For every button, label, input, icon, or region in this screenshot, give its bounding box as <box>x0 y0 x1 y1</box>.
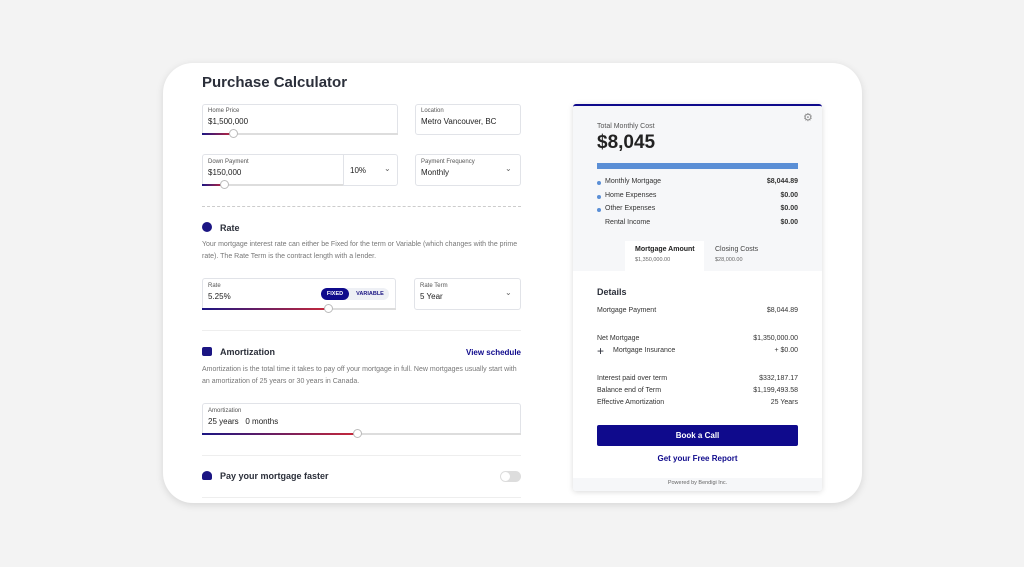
divider <box>202 455 521 456</box>
active-tab[interactable] <box>625 241 704 272</box>
free-report-link[interactable]: Get your Free Report <box>657 454 738 463</box>
row-value: $0.00 <box>780 219 798 226</box>
value: $150,000 <box>208 168 242 177</box>
toggle-knob <box>501 472 510 481</box>
rate-term-field[interactable] <box>414 278 521 310</box>
slider-thumb[interactable] <box>353 429 362 438</box>
amortization-field[interactable] <box>202 403 521 435</box>
chevron: ⌄ <box>384 164 391 173</box>
slider-thumb[interactable] <box>229 129 238 138</box>
slider-fill <box>202 308 329 310</box>
row-value: $8,044.89 <box>766 178 798 185</box>
label: Down Payment <box>208 159 249 165</box>
detail-label: Mortgage Payment <box>597 307 657 314</box>
detail-value: 25 Years <box>770 399 798 406</box>
title: Purchase Calculator <box>202 74 348 91</box>
separator <box>343 154 344 186</box>
row-label: Rental Income <box>605 219 651 226</box>
label: Rate <box>208 283 221 289</box>
slider <box>202 184 343 186</box>
label: Home Price <box>208 108 240 114</box>
bullet <box>597 195 601 199</box>
total-label: Total Monthly Cost <box>597 123 655 130</box>
tab-label: Mortgage Amount <box>635 246 695 253</box>
row-value: $0.00 <box>780 192 798 199</box>
detail-value: $332,187.17 <box>759 375 798 382</box>
label: Payment Frequency <box>421 159 475 165</box>
settings-icon[interactable]: ⚙ <box>803 112 813 124</box>
detail-label: Effective Amortization <box>597 399 665 406</box>
slider-thumb[interactable] <box>324 304 333 313</box>
divider <box>202 330 521 331</box>
heading: Pay your mortgage faster <box>220 471 329 481</box>
divider <box>202 497 521 498</box>
description: Amortization is the total time it takes … <box>202 366 517 385</box>
detail-value: $8,044.89 <box>766 307 798 314</box>
variable-option[interactable]: VARIABLE <box>356 291 384 297</box>
row-label: Home Expenses <box>605 192 657 199</box>
row-label: Monthly Mortgage <box>605 178 662 185</box>
footer: Powered by Bendigi Inc. <box>667 480 728 486</box>
value: 5 Year <box>420 292 443 301</box>
bullet <box>597 208 601 212</box>
heading: Amortization <box>220 347 275 357</box>
book-call-button[interactable]: Book a Call <box>597 425 798 446</box>
row-label: Other Expenses <box>605 205 656 212</box>
label: Location <box>421 108 444 114</box>
plus-icon: + <box>597 344 605 358</box>
footer-bar <box>573 478 822 491</box>
slider-fill <box>202 133 234 135</box>
value: 25 years 0 months <box>208 417 279 426</box>
view-schedule-link[interactable]: View schedule <box>466 348 521 357</box>
value: $1,500,000 <box>208 117 249 126</box>
chevron: ⌄ <box>505 288 512 297</box>
detail-label: Net Mortgage <box>597 335 640 342</box>
divider <box>202 206 521 207</box>
slider-fill <box>202 433 358 435</box>
detail-value: + $0.00 <box>774 347 798 354</box>
cost-bar <box>597 163 798 169</box>
detail-value: $1,350,000.00 <box>753 335 798 342</box>
prepay-toggle[interactable] <box>500 471 521 482</box>
chevron: ⌄ <box>505 164 512 173</box>
location-field[interactable] <box>415 104 521 135</box>
description: Your mortgage interest rate can either b… <box>202 241 518 260</box>
label: Rate Term <box>420 283 448 289</box>
amortization-icon <box>202 347 212 356</box>
bullet <box>597 181 601 185</box>
row-value: $0.00 <box>780 205 798 212</box>
percent[interactable]: 10% <box>350 166 367 175</box>
total-value: $8,045 <box>597 132 656 153</box>
heading: Rate <box>220 223 240 233</box>
value: Monthly <box>421 168 450 177</box>
slider-fill <box>202 184 225 186</box>
detail-value: $1,199,493.58 <box>753 387 798 394</box>
prepay-icon <box>202 471 212 480</box>
details-title: Details <box>597 287 627 297</box>
tab-label: Closing Costs <box>715 246 759 253</box>
slider <box>202 133 398 135</box>
tab-value: $28,000.00 <box>715 257 743 263</box>
fixed-option[interactable]: FIXED <box>321 288 349 300</box>
detail-label: Balance end of Term <box>597 387 662 394</box>
detail-label: Mortgage Insurance <box>613 347 676 354</box>
tab-value: $1,350,000.00 <box>635 257 671 263</box>
frequency-field[interactable] <box>415 154 521 186</box>
label: Amortization <box>208 408 242 414</box>
value: Metro Vancouver, BC <box>421 117 497 126</box>
value: 5.25% <box>208 292 231 301</box>
detail-label: Interest paid over term <box>597 375 668 382</box>
slider-thumb[interactable] <box>220 180 229 189</box>
rate-icon <box>202 222 212 232</box>
